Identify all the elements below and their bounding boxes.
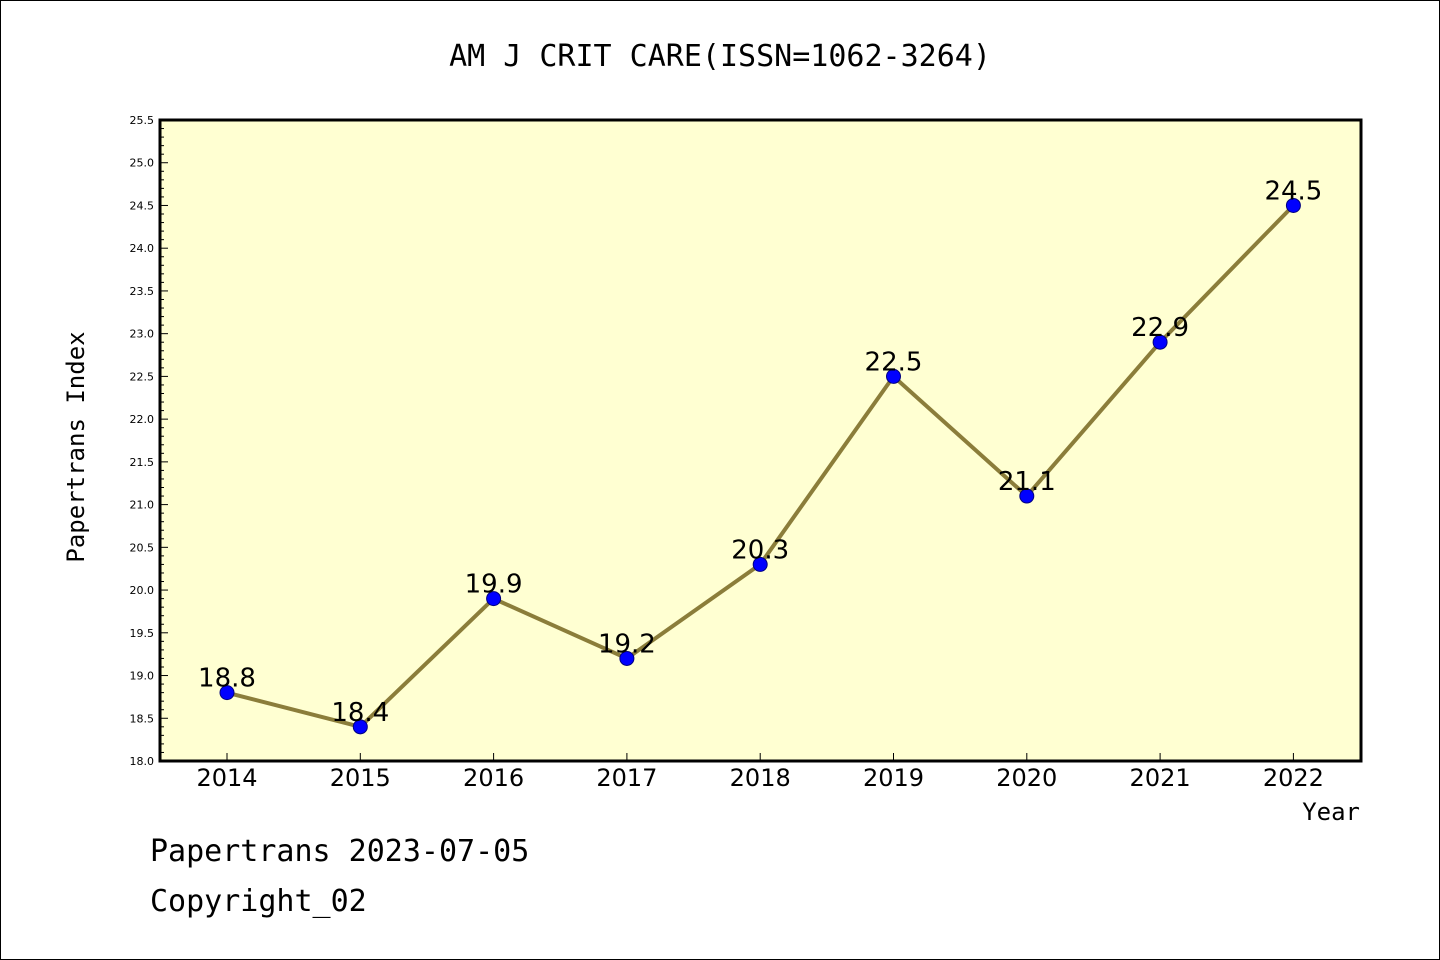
y-axis: 18.0 18.5 19.0 19.5 20.0 20.5 21.0 21.5 22.0 22.5… <box>130 114 168 768</box>
data-label: 19.9 <box>465 570 523 600</box>
y-tick-label: 22.0 <box>130 413 155 426</box>
x-tick-label: 2018 <box>730 764 791 792</box>
data-label: 18.4 <box>331 698 389 728</box>
data-label: 19.2 <box>598 629 656 659</box>
data-point <box>219 685 235 701</box>
data-point <box>486 591 502 607</box>
x-axis-label: Year <box>1302 798 1360 826</box>
x-axis: 2014 2015 2016 2017 2018 2019 2020 2021 2022 <box>196 753 1324 792</box>
data-point <box>1019 488 1035 504</box>
y-tick-label: 23.5 <box>130 285 155 298</box>
y-tick-label: 19.0 <box>130 670 155 683</box>
data-point <box>1285 197 1301 213</box>
x-tick-label: 2015 <box>330 764 391 792</box>
data-point <box>619 650 635 666</box>
x-tick-label: 2017 <box>596 764 657 792</box>
y-tick-label: 21.0 <box>130 499 155 512</box>
chart-title: AM J CRIT CARE(ISSN=1062-3264) <box>449 39 991 74</box>
x-tick-label: 2021 <box>1130 764 1191 792</box>
footer-copyright-line: Copyright_02 <box>150 884 367 919</box>
y-tick-label: 22.5 <box>130 370 155 383</box>
y-tick-label: 19.5 <box>130 627 155 640</box>
y-tick-label: 20.0 <box>130 584 155 597</box>
x-tick-label: 2022 <box>1263 764 1324 792</box>
y-tick-label: 25.5 <box>130 114 155 127</box>
plot-area <box>158 118 1363 763</box>
data-label: 22.9 <box>1131 313 1189 343</box>
y-axis-label: Papertrans Index <box>62 331 90 562</box>
data-point <box>1152 334 1168 350</box>
y-tick-label: 18.5 <box>130 712 155 725</box>
data-point <box>752 556 768 572</box>
data-label: 21.1 <box>998 467 1056 497</box>
y-tick-label: 20.5 <box>130 541 155 554</box>
x-tick-label: 2019 <box>863 764 924 792</box>
y-tick-label: 24.0 <box>130 242 155 255</box>
data-point <box>352 719 368 735</box>
data-label: 20.3 <box>731 535 789 565</box>
footer-date-line: Papertrans 2023-07-05 <box>150 834 530 869</box>
y-tick-label: 25.0 <box>130 157 155 170</box>
data-label: 18.8 <box>198 664 256 694</box>
data-point <box>886 368 901 384</box>
y-tick-label: 18.0 <box>130 755 155 768</box>
x-tick-label: 2016 <box>463 764 524 792</box>
series-layer: 18.8 18.4 19.9 19.2 20.3 22.5 21.1 22.9 24.5 <box>198 176 1322 735</box>
y-tick-label: 21.5 <box>130 456 155 469</box>
data-label: 24.5 <box>1264 176 1322 206</box>
data-label: 22.5 <box>865 347 923 377</box>
y-tick-label: 23.0 <box>130 328 155 341</box>
y-tick-label: 24.5 <box>130 199 155 212</box>
x-tick-label: 2020 <box>996 764 1057 792</box>
x-tick-label: 2014 <box>196 764 257 792</box>
